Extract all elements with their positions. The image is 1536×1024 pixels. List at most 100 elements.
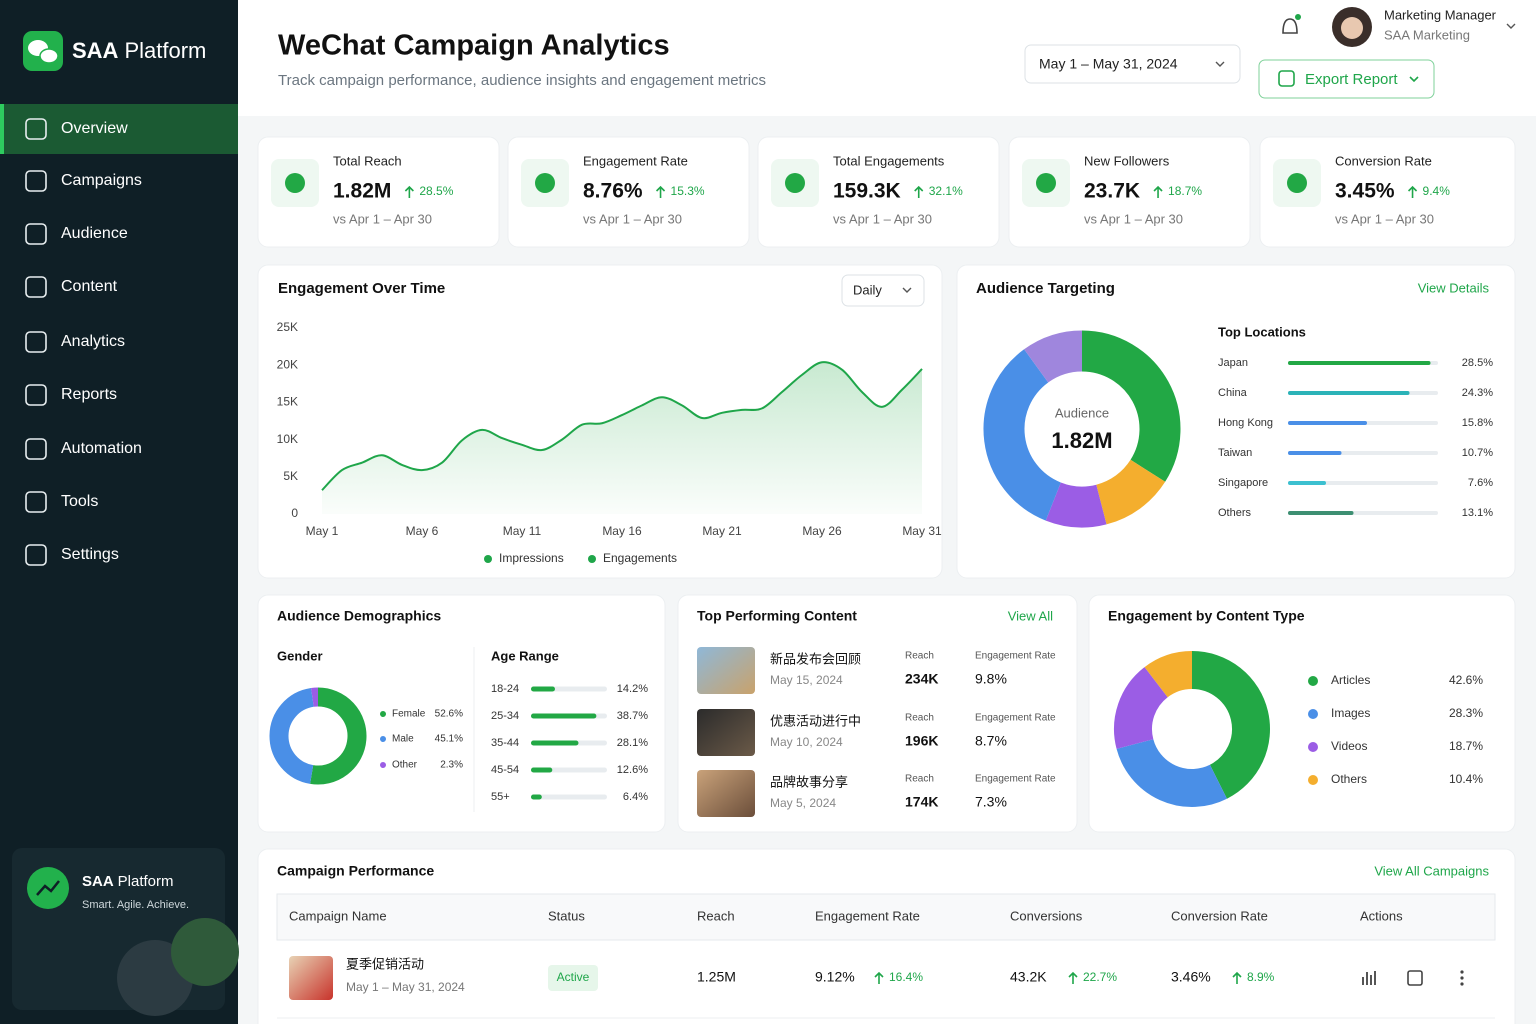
value-label: 2.3% — [440, 760, 463, 771]
donut-segment — [1116, 738, 1227, 807]
legend-label: Images — [1331, 706, 1370, 720]
action-edit-icon[interactable] — [1407, 970, 1423, 986]
thumbnail — [697, 770, 755, 817]
nav-item[interactable]: Reports — [61, 386, 117, 403]
thumbnail — [289, 956, 333, 1000]
legend-dot — [484, 555, 492, 563]
legend-dot — [1308, 676, 1318, 686]
x-tick-label: May 11 — [503, 524, 542, 538]
period-select[interactable] — [841, 274, 925, 307]
age-label: 45-54 — [491, 764, 519, 776]
kpi-icon — [285, 173, 305, 193]
y-tick-label: 20K — [277, 357, 298, 371]
kpi-icon — [535, 173, 555, 193]
value-label: 7.6% — [1468, 477, 1493, 489]
metric-label: Reach — [905, 713, 934, 724]
bar — [1288, 511, 1354, 515]
kpi-label: Total Reach — [333, 153, 402, 168]
kpi-compare: vs Apr 1 – Apr 30 — [833, 211, 932, 226]
value-label: 10.4% — [1449, 772, 1483, 786]
change-value: 32.1% — [929, 184, 963, 198]
legend-label: Other — [392, 760, 418, 771]
footer-brand: Platform — [118, 873, 174, 890]
arrow-up-icon — [404, 185, 414, 198]
nav-item[interactable]: Content — [61, 278, 118, 295]
kpi-label: Conversion Rate — [1335, 153, 1432, 168]
donut-segment — [1191, 651, 1270, 799]
value-label: 6.4% — [623, 791, 648, 803]
bar — [531, 686, 555, 692]
user-org: SAA Marketing — [1384, 27, 1470, 42]
card-title: Audience Targeting — [976, 280, 1115, 297]
footer-brand: SAA — [82, 873, 114, 890]
metric-value: 8.7% — [975, 733, 1007, 749]
y-tick-label: 10K — [277, 432, 298, 446]
content-title: 品牌故事分享 — [770, 774, 848, 789]
bell-icon[interactable] — [1282, 18, 1298, 34]
action-more-icon[interactable] — [1460, 970, 1464, 974]
y-tick-label: 25K — [277, 320, 298, 334]
age-label: 18-24 — [491, 683, 519, 695]
nav-active-bar — [0, 104, 4, 154]
link[interactable]: View All — [1008, 608, 1053, 623]
metric-value: 196K — [905, 733, 938, 749]
area — [322, 362, 922, 514]
legend-dot — [380, 736, 386, 742]
export-button[interactable] — [1258, 59, 1435, 99]
thumbnail — [697, 647, 755, 694]
card — [257, 594, 666, 833]
avatar-face — [1341, 17, 1363, 39]
value-label: 28.1% — [617, 737, 648, 749]
change-value: 18.7% — [1168, 184, 1202, 198]
bar — [1288, 391, 1410, 395]
donut-segment — [1081, 330, 1181, 482]
value-label: 42.6% — [1449, 673, 1483, 687]
action-chart-icon[interactable] — [1362, 971, 1376, 985]
donut-segment — [1095, 459, 1166, 525]
metric-label: Reach — [905, 774, 934, 785]
donut-segment — [310, 687, 367, 785]
action-more-icon[interactable] — [1460, 982, 1464, 986]
nav-item[interactable]: Campaigns — [61, 172, 142, 189]
card — [1259, 136, 1516, 248]
value-label: 10.7% — [1462, 447, 1493, 459]
date-picker[interactable] — [1024, 44, 1241, 84]
section-title: Top Locations — [1218, 324, 1306, 339]
nav-item[interactable]: Tools — [61, 493, 98, 510]
card-title: Audience Demographics — [277, 608, 441, 624]
donut-segment — [983, 349, 1062, 521]
kpi-label: Total Engagements — [833, 153, 945, 168]
footer-logo-icon — [36, 880, 60, 896]
metric-value: 174K — [905, 794, 938, 810]
nav-item[interactable]: Audience — [61, 225, 128, 242]
kpi-label: New Followers — [1084, 153, 1170, 168]
nav-icon — [25, 276, 47, 298]
nav-item[interactable]: Settings — [61, 546, 119, 563]
donut-segment — [1045, 482, 1107, 528]
content-title: 新品发布会回顾 — [770, 651, 861, 666]
legend-label: Others — [1331, 772, 1367, 786]
thumbnail — [697, 709, 755, 756]
card-title: Campaign Performance — [277, 863, 434, 879]
value-label: 18.7% — [1449, 739, 1483, 753]
link[interactable]: View Details — [1418, 280, 1490, 295]
link[interactable]: View All Campaigns — [1374, 863, 1489, 878]
nav-item[interactable]: Analytics — [61, 333, 125, 350]
kpi-value: 1.82M — [333, 180, 391, 203]
y-tick-label: 5K — [283, 469, 298, 483]
line — [321, 361, 923, 491]
nav-item[interactable]: Automation — [61, 440, 142, 457]
logo-bubble — [39, 48, 59, 64]
period-label: Daily — [853, 282, 882, 297]
donut-segment — [1114, 667, 1169, 749]
chevron — [902, 287, 912, 293]
value-label: 13.1% — [1462, 507, 1493, 519]
bar — [1288, 361, 1431, 365]
change-value: 9.4% — [1423, 184, 1451, 198]
kpi-compare: vs Apr 1 – Apr 30 — [583, 211, 682, 226]
metric-value: 7.3% — [975, 794, 1007, 810]
kpi-icon — [1036, 173, 1056, 193]
action-more-icon[interactable] — [1460, 976, 1464, 980]
nav-item[interactable]: Overview — [61, 120, 128, 137]
value-label: 38.7% — [617, 710, 648, 722]
